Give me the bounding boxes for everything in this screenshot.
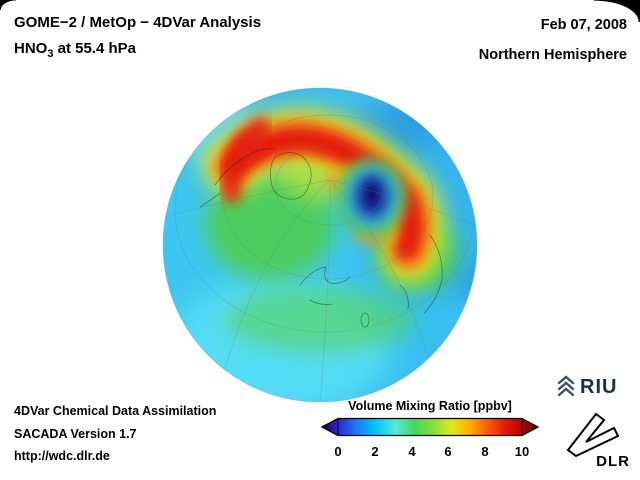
colorbar-tick-4: 4 (408, 444, 416, 459)
species-name: HNO (14, 40, 48, 57)
species-pressure-label: HNO3 at 55.4 hPa (14, 36, 261, 67)
colorbar-tick-0: 0 (334, 444, 342, 459)
colorbar-tick-6: 6 (444, 444, 452, 459)
date-label: Feb 07, 2008 (540, 17, 627, 33)
colorbar-title: Volume Mixing Ratio [ppbv] (348, 399, 512, 413)
screen-corner-top-left (0, 0, 16, 10)
version-label: SACADA Version 1.7 (14, 426, 137, 441)
species-subscript: 3 (47, 48, 54, 60)
colorbar-tick-8: 8 (481, 444, 489, 459)
pressure-level: at 55.4 hPa (53, 40, 137, 57)
assimilation-label: 4DVar Chemical Data Assimilation (14, 404, 217, 418)
riu-logo: RIU (556, 375, 617, 399)
hemisphere-globe-map (162, 87, 478, 403)
colorbar-tick-2: 2 (371, 444, 379, 459)
colorbar-gradient-bar (320, 417, 540, 437)
footer-credits: 4DVar Chemical Data Assimilation SACADA … (14, 400, 216, 468)
url-label: http://wdc.dlr.de (14, 449, 110, 463)
colorbar-tick-10: 10 (514, 444, 530, 459)
field-vortex-low-core (336, 157, 408, 237)
hemisphere-label: Northern Hemisphere (478, 47, 627, 63)
dlr-logo: DLR (560, 408, 632, 470)
globe-rim (162, 87, 478, 403)
header-right: Feb 07, 2008 Northern Hemisphere (479, 10, 627, 70)
header-left: GOME−2 / MetOp − 4DVar Analysis HNO3 at … (14, 10, 261, 67)
dlr-logo-text: DLR (596, 453, 630, 470)
coastline-outlines (199, 148, 443, 328)
colorbar (320, 417, 540, 437)
analysis-title: GOME−2 / MetOp − 4DVar Analysis (14, 14, 262, 31)
graticule-lines (169, 88, 476, 402)
riu-chevron-icon (557, 375, 575, 397)
dlr-wing-icon (566, 412, 620, 458)
riu-logo-text: RIU (580, 375, 618, 398)
